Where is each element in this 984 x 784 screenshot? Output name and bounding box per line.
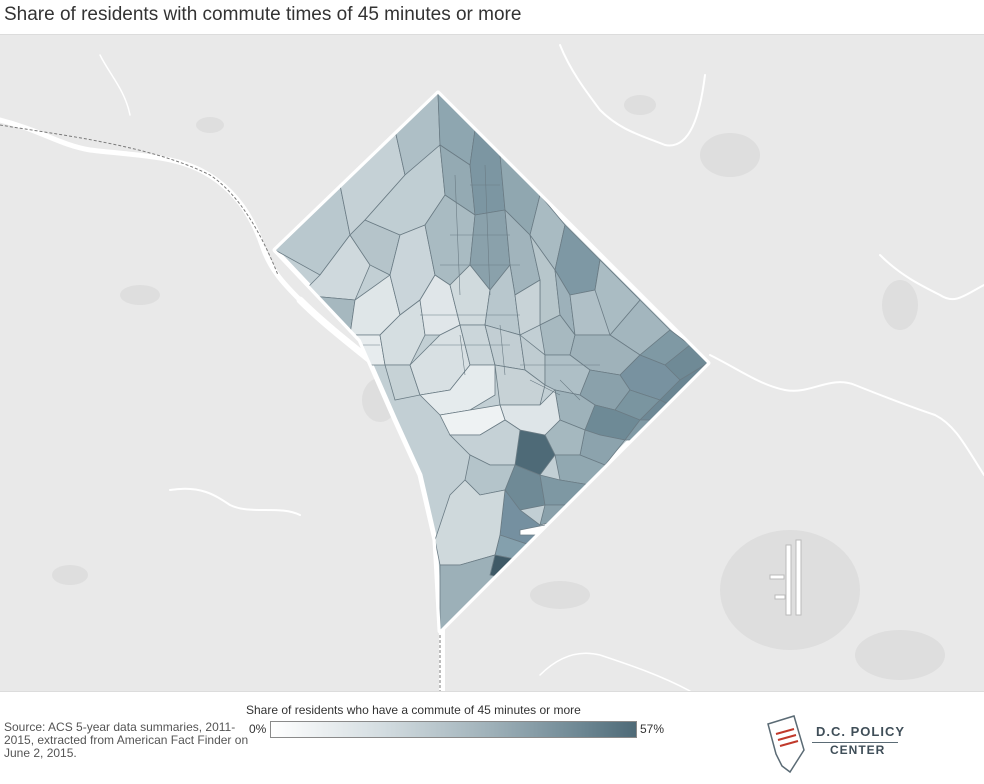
legend-min-label: 0% xyxy=(249,722,267,736)
legend-color-ramp xyxy=(270,721,637,738)
logo-rule xyxy=(812,742,898,743)
tract-lines xyxy=(344,164,600,401)
logo-line2: CENTER xyxy=(830,743,886,757)
legend-max-label: 57% xyxy=(640,722,665,736)
district-outline xyxy=(273,91,710,633)
source-note: Source: ACS 5-year data summaries, 2011-… xyxy=(4,720,249,760)
logo-line1: D.C. POLICY xyxy=(816,724,906,739)
map-canvas[interactable] xyxy=(0,34,984,692)
state-boundary xyxy=(0,124,279,276)
census-tracts xyxy=(275,93,708,631)
airport-runways xyxy=(769,539,802,616)
legend-title: Share of residents who have a commute of… xyxy=(246,703,581,717)
map-title: Share of residents with commute times of… xyxy=(4,4,522,25)
choropleth-map xyxy=(0,44,984,691)
dc-policy-center-logo-icon xyxy=(767,715,805,774)
park-areas xyxy=(52,95,945,680)
